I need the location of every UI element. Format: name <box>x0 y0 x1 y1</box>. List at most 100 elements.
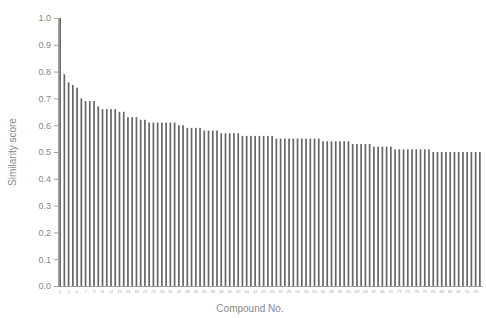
bar <box>140 120 142 286</box>
bar <box>216 131 218 286</box>
bar <box>390 147 392 286</box>
bar <box>394 149 396 286</box>
y-tick-mark <box>54 125 58 126</box>
x-tick: 26 <box>177 289 182 294</box>
x-tick: 11 <box>100 289 105 294</box>
x-tick: 13 <box>117 289 122 294</box>
bar <box>97 106 99 286</box>
bar <box>331 141 333 286</box>
bar <box>322 141 324 286</box>
bar <box>174 123 176 286</box>
x-tick-label: 47 <box>278 289 283 294</box>
y-tick-label: 0.4 <box>38 174 51 184</box>
y-axis-line <box>54 19 59 287</box>
y-tick-label: 0.5 <box>38 147 51 157</box>
bar <box>59 18 61 286</box>
bar <box>276 139 278 286</box>
bar <box>259 136 261 286</box>
x-tick-label: 83 <box>439 289 444 294</box>
y-tick: 0.8 <box>38 67 58 77</box>
y-tick-label: 0.2 <box>38 228 51 238</box>
x-tick-label: 70 <box>389 289 394 294</box>
x-tick: 22 <box>151 289 156 294</box>
y-tick: 0.4 <box>38 174 58 184</box>
x-tick-label: 6 <box>76 289 79 294</box>
x-tick: 79 <box>423 289 428 294</box>
bar <box>382 147 384 286</box>
bar <box>195 128 197 286</box>
bar <box>441 152 443 286</box>
x-tick: 18 <box>134 289 139 294</box>
bar <box>89 101 91 286</box>
x-tick: 7 <box>84 289 87 294</box>
bar <box>284 139 286 286</box>
bar <box>462 152 464 286</box>
x-tick: 59 <box>338 289 343 294</box>
bar <box>237 133 239 286</box>
x-tick: 47 <box>278 289 283 294</box>
x-tick-label: 7 <box>84 289 87 294</box>
x-tick-label: 40 <box>244 289 249 294</box>
x-tick: 70 <box>389 289 394 294</box>
bar <box>305 139 307 286</box>
x-axis-title: Compound No. <box>216 303 283 314</box>
x-tick-label: 26 <box>177 289 182 294</box>
bar <box>449 152 451 286</box>
bar <box>76 88 78 286</box>
bar <box>233 133 235 286</box>
bar <box>471 152 473 286</box>
bar <box>153 123 155 286</box>
x-tick-label: 14 <box>126 289 131 294</box>
bar <box>292 139 294 286</box>
y-tick-mark <box>54 152 58 153</box>
bar <box>250 136 252 286</box>
bar <box>369 144 371 286</box>
x-tick: 6 <box>76 289 79 294</box>
x-tick-label: 81 <box>431 289 436 294</box>
y-tick-label: 0.7 <box>38 94 51 104</box>
y-tick-mark <box>54 72 58 73</box>
bar <box>80 98 82 286</box>
x-tick: 64 <box>363 289 368 294</box>
x-tick-label: 90 <box>465 289 470 294</box>
bar <box>186 128 188 286</box>
x-tick: 90 <box>465 289 470 294</box>
x-tick-label: 92 <box>473 289 478 294</box>
x-tick: 31 <box>202 289 207 294</box>
x-tick-label: 75 <box>406 289 411 294</box>
y-tick-label: 0.8 <box>38 67 51 77</box>
y-tick: 0.6 <box>38 121 58 131</box>
bar <box>420 149 422 286</box>
bar <box>365 144 367 286</box>
x-tick-label: 69 <box>380 289 385 294</box>
x-tick-label: 11 <box>100 289 105 294</box>
bar <box>208 131 210 286</box>
bar <box>225 133 227 286</box>
bar <box>424 149 426 286</box>
bar <box>309 139 311 286</box>
x-tick-label: 13 <box>117 289 122 294</box>
y-tick-mark <box>54 179 58 180</box>
bar <box>119 112 121 286</box>
bars <box>59 18 480 286</box>
x-tick-label: 42 <box>261 289 266 294</box>
x-tick-label: 63 <box>355 289 360 294</box>
x-tick-label: 49 <box>287 289 292 294</box>
bar <box>229 133 231 286</box>
x-tick-label: 2 <box>59 289 62 294</box>
x-tick: 67 <box>372 289 377 294</box>
bar <box>314 139 316 286</box>
bar <box>85 101 87 286</box>
bar <box>458 152 460 286</box>
bar <box>428 149 430 286</box>
bar <box>212 131 214 286</box>
x-tick-label: 85 <box>448 289 453 294</box>
x-tick: 78 <box>414 289 419 294</box>
x-tick-label: 21 <box>143 289 148 294</box>
bar <box>161 123 163 286</box>
x-tick-label: 25 <box>168 289 173 294</box>
x-tick-label: 33 <box>211 289 216 294</box>
y-tick-label: 0.6 <box>38 121 51 131</box>
bar <box>148 123 150 286</box>
y-tick-mark <box>54 18 58 19</box>
